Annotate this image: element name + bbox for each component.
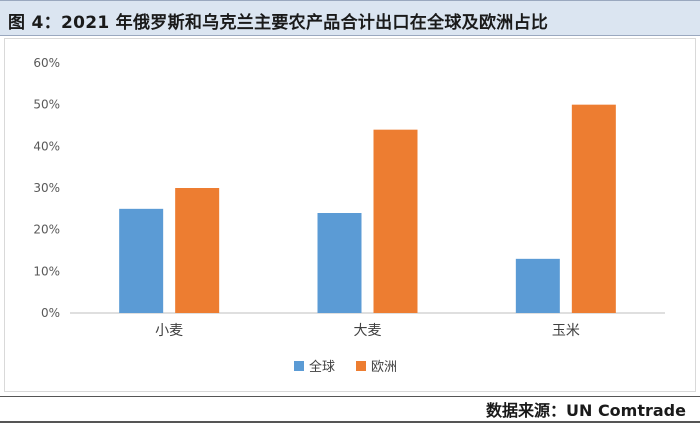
legend-swatch: [356, 361, 366, 371]
bar-europe: [175, 188, 220, 313]
y-tick-label: 50%: [33, 98, 60, 112]
x-tick-label: 玉米: [552, 323, 580, 339]
y-tick-label: 0%: [41, 306, 60, 320]
source-divider: [0, 396, 700, 397]
y-tick-label: 60%: [33, 56, 60, 70]
y-tick-label: 20%: [33, 223, 60, 237]
y-tick-label: 30%: [33, 181, 60, 195]
chart-title: 图 4：2021 年俄罗斯和乌克兰主要农产品合计出口在全球及欧洲占比: [8, 13, 549, 33]
x-tick-label: 大麦: [354, 323, 382, 339]
bar-europe: [373, 129, 418, 313]
bar-europe: [571, 104, 616, 314]
bar-global: [317, 213, 362, 313]
x-tick-label: 小麦: [155, 323, 183, 339]
title-bar: 图 4：2021 年俄罗斯和乌克兰主要农产品合计出口在全球及欧洲占比: [0, 0, 700, 36]
legend-label: 全球: [309, 359, 335, 375]
bottom-divider: [0, 421, 700, 423]
source-note: 数据来源：UN Comtrade: [485, 401, 686, 420]
y-tick-label: 40%: [33, 139, 60, 153]
bar-global: [119, 208, 164, 313]
legend-label: 欧洲: [371, 360, 397, 375]
bar-global: [515, 258, 560, 313]
y-tick-label: 10%: [33, 264, 60, 278]
legend-swatch: [294, 361, 304, 371]
